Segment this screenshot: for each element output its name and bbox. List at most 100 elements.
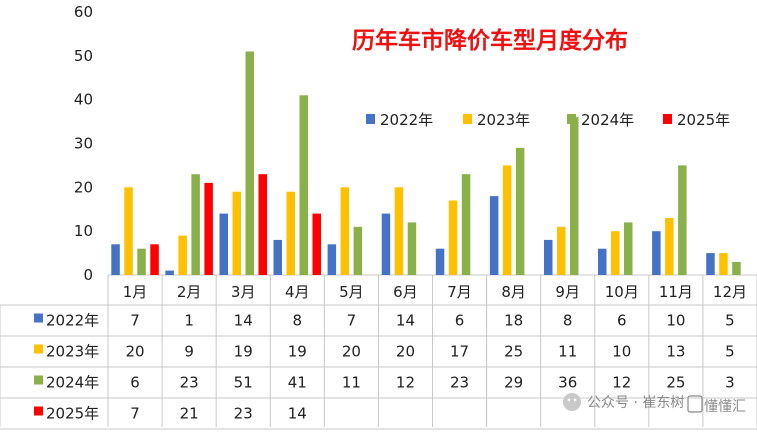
bar [191,174,200,275]
x-tick-label: 9月 [555,283,580,301]
bar [489,196,499,275]
legend-swatch [463,114,472,124]
bar [435,248,445,275]
chart-title: 历年车市降价车型月度分布 [352,27,628,54]
table-row-label: 2025年 [46,405,99,423]
table-cell: 12 [396,374,415,392]
x-tick-label: 12月 [713,283,747,301]
table-cell: 11 [342,374,361,392]
legend-label: 2025年 [677,111,730,129]
table-row-label: 2023年 [46,343,99,361]
bar [273,239,282,275]
watermark: 公众号 · 崔东树 懂懂汇 [563,393,746,415]
bar [327,244,337,275]
data-table: 2022年 7 1 14 8 7 14 6 18 8 6 10 5 2023年 20 9 19 19 20 20 17 2… [34,312,735,423]
bar [557,226,566,275]
bar [732,261,741,275]
legend-label: 2022年 [380,111,433,129]
table-cell: 20 [396,343,415,361]
table-cell: 14 [396,312,415,330]
x-axis: 1月 2月 3月 4月 5月 6月 7月 8月 9月 10月 11月 12月 [123,283,747,301]
x-tick-label: 5月 [339,283,364,301]
y-tick-label: 10 [74,222,93,240]
table-cell: 11 [558,343,577,361]
x-tick-label: 6月 [393,283,418,301]
table-cell: 19 [234,343,253,361]
x-tick-label: 11月 [659,283,693,301]
table-cell: 3 [725,374,735,392]
bar [719,253,728,275]
bar [448,200,458,275]
bar [165,270,174,275]
table-cell: 23 [180,374,199,392]
table-cell: 7 [130,405,140,423]
y-tick-label: 50 [74,47,93,65]
table-cell: 10 [612,343,631,361]
table-cell: 23 [450,374,469,392]
table-cell: 9 [184,343,194,361]
bar [611,231,620,275]
table-cell: 6 [455,312,465,330]
bar [515,147,525,275]
bar [598,248,607,275]
x-tick-label: 3月 [231,283,256,301]
bar [353,226,363,275]
table-cell: 25 [504,343,523,361]
table-legend-key [34,344,43,354]
bar [286,191,295,275]
table-cell: 19 [288,343,307,361]
table-cell: 7 [347,312,357,330]
bar [407,222,417,275]
bar [624,222,633,275]
x-tick-label: 4月 [285,283,310,301]
table-legend-key [34,313,43,323]
table-cell: 29 [504,374,523,392]
bar [652,231,661,275]
table-cell: 18 [504,312,523,330]
y-axis: 0 10 20 30 40 50 60 [74,3,93,284]
bar [381,213,391,275]
table-cell: 41 [288,374,307,392]
bar [299,95,308,275]
legend-swatch [366,114,375,124]
x-tick-label: 2月 [177,283,202,301]
table-cell: 6 [617,312,627,330]
table-cell: 17 [450,343,469,361]
bar [340,187,350,275]
table-cell: 14 [234,312,253,330]
y-tick-label: 60 [74,3,93,21]
bar [150,244,159,275]
bar [204,182,213,275]
bar [137,248,146,275]
bar [461,174,471,275]
x-tick-label: 10月 [605,283,639,301]
bar [570,117,579,275]
bar [665,218,674,275]
y-tick-label: 30 [74,135,93,153]
table-cell: 7 [130,312,140,330]
table-cell: 8 [293,312,303,330]
table-row-label: 2022年 [46,312,99,330]
bar [678,165,687,275]
watermark-logo-text: 懂懂汇 [704,399,746,415]
table-cell: 20 [125,343,144,361]
legend-swatch [567,114,576,124]
bar [394,187,404,275]
y-tick-label: 0 [83,266,93,284]
bars [111,51,741,275]
table-cell: 25 [666,374,685,392]
bar [245,51,254,275]
table-cell: 20 [342,343,361,361]
bar [219,213,228,275]
bar [544,239,553,275]
legend: 2022年 2023年 2024年 2025年 [366,111,730,129]
table-cell: 51 [234,374,253,392]
table-cell: 23 [234,405,253,423]
y-tick-label: 20 [74,178,93,196]
table-cell: 13 [666,343,685,361]
table-cell: 5 [725,343,735,361]
table-legend-key [34,375,43,385]
bar [232,191,241,275]
legend-label: 2023年 [477,111,530,129]
